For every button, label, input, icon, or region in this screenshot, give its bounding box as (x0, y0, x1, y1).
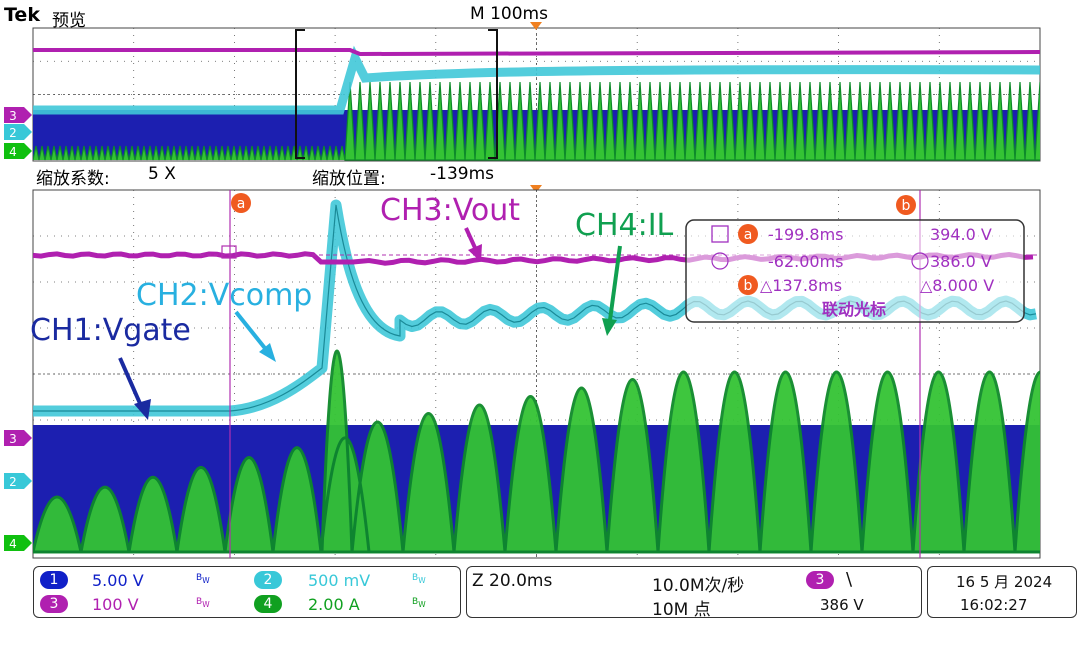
zoom-time-label[interactable]: Z 20.0ms (472, 571, 553, 591)
cursor-readout-box (685, 219, 1025, 323)
ch3-scale[interactable]: 100 V (92, 595, 139, 614)
cursor-a-marker-label: a (237, 196, 246, 212)
ch2-scale[interactable]: 500 mV (308, 571, 371, 590)
timebase-label: M 100ms (470, 4, 548, 24)
ch2-badge[interactable]: 2 (254, 571, 282, 589)
zoom-factor-label: 缩放系数: (36, 169, 110, 189)
overview-ch4-trace (33, 81, 1040, 161)
zoom-bracket-left[interactable] (295, 29, 305, 159)
channel-scale-panel (33, 566, 461, 618)
annotation-ch2: CH2:Vcomp (136, 278, 312, 313)
readout-a-time: -199.8ms (768, 225, 844, 244)
readout-b-time: -62.00ms (768, 252, 844, 271)
readout-delta-volt: △8.000 V (920, 276, 994, 295)
zoom-factor-value: 5 X (148, 164, 176, 184)
ch4-scale[interactable]: 2.00 A (308, 595, 360, 614)
cursor-a-marker[interactable]: a (231, 193, 251, 213)
sample-rate-label: 10.0M次/秒 (652, 576, 745, 596)
main-ch4-marker-label: 4 (9, 537, 17, 551)
ch1-badge[interactable]: 1 (40, 571, 68, 589)
readout-linked-label: 联动光标 (822, 300, 886, 319)
cursor-a-handle[interactable] (221, 245, 237, 259)
ch3-bw-limit-icon: BW (196, 597, 210, 609)
date-label: 16 5 月 2024 (956, 573, 1053, 591)
ch1-scale[interactable]: 5.00 V (92, 571, 144, 590)
overview-ch2-marker (4, 124, 32, 140)
main-ch2-marker-label: 2 (9, 475, 17, 489)
record-length-label: 10M 点 (652, 600, 711, 620)
main-ch4-marker (4, 535, 32, 551)
readout-a-volt: 394.0 V (930, 225, 992, 244)
ch4-badge[interactable]: 4 (254, 595, 282, 613)
ch3-badge[interactable]: 3 (40, 595, 68, 613)
datetime-panel (927, 566, 1077, 618)
annotation-arrows (118, 227, 622, 420)
ch4-bw-limit-icon: BW (412, 597, 426, 609)
annotation-ch1: CH1:Vgate (30, 313, 191, 348)
readout-b-volt: 386.0 V (930, 252, 992, 271)
main-ch3-marker (4, 430, 32, 446)
overview-ch4-marker-label: 4 (9, 145, 17, 159)
annotation-ch4: CH4:IL (575, 208, 674, 243)
overview-waveforms (33, 45, 1040, 161)
acquisition-panel (466, 566, 922, 618)
mode-label: 预览 (52, 11, 86, 31)
cursor-b-marker-label: b (902, 198, 911, 214)
overview-ch3-marker-label: 3 (9, 109, 17, 123)
ch1-bw-limit-icon: BW (196, 573, 210, 585)
brand-label: Tek (4, 4, 40, 26)
main-waveforms (33, 199, 1040, 554)
trigger-channel-badge[interactable]: 3 (806, 571, 834, 589)
channel-markers: 3 2 4 3 2 4 (4, 107, 32, 551)
readout-delta-time: △137.8ms (760, 276, 842, 295)
trigger-position-marker-top[interactable] (530, 22, 542, 30)
zoom-bracket-right[interactable] (488, 29, 498, 159)
main-ch3-marker-label: 3 (9, 432, 17, 446)
ch4-trace (33, 349, 1040, 554)
ch2-bw-limit-icon: BW (412, 573, 426, 585)
trigger-position-marker-main[interactable] (530, 185, 542, 193)
main-ch2-marker (4, 473, 32, 489)
zoom-position-value: -139ms (430, 164, 494, 184)
readout-a-circle-icon (738, 224, 758, 244)
overview-ch3-marker (4, 107, 32, 123)
time-label: 16:02:27 (960, 596, 1028, 614)
readout-delta-circle-icon (738, 275, 758, 295)
readout-a-box-icon (711, 225, 729, 243)
overview-ch3-trace (33, 48, 1040, 57)
overview-ch2-marker-label: 2 (9, 126, 17, 140)
scope-display: a b 3 2 4 3 2 4 a -199.8ms 394.0 V -62.00ms 3… (4, 22, 1041, 559)
overview-ch4-marker (4, 143, 32, 159)
readout-b-ring-icon (711, 252, 729, 270)
cursor-b-marker[interactable]: b (896, 195, 916, 215)
annotation-ch3: CH3:Vout (380, 193, 520, 228)
readout-b-ring-icon-2 (911, 252, 929, 270)
trigger-level-label[interactable]: 386 V (820, 596, 864, 614)
trigger-slope-icon[interactable]: \ (846, 569, 853, 590)
readout-a-icon-label: a (744, 227, 753, 243)
readout-delta-icon-label: b (744, 278, 753, 294)
zoom-position-label: 缩放位置: (312, 169, 386, 189)
